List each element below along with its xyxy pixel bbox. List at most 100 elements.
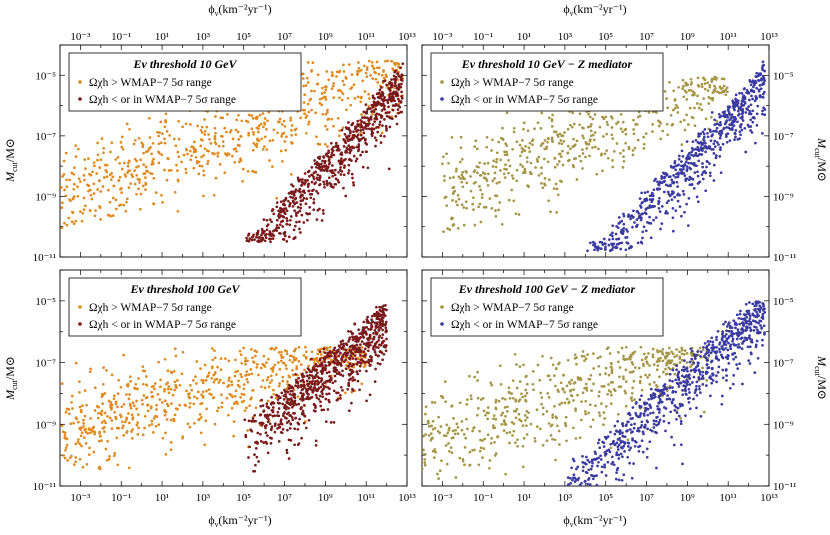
data-point — [155, 404, 158, 407]
data-point — [354, 350, 357, 353]
data-point — [381, 324, 384, 327]
data-point — [290, 173, 293, 176]
data-point — [366, 108, 369, 111]
data-point — [335, 142, 338, 145]
data-point — [600, 458, 603, 461]
data-point — [98, 467, 101, 470]
data-point — [465, 182, 468, 185]
data-point — [80, 411, 83, 414]
data-point — [657, 364, 660, 367]
data-point — [360, 129, 363, 132]
data-point — [267, 400, 270, 403]
data-point — [661, 182, 664, 185]
data-point — [719, 148, 722, 151]
data-point — [301, 214, 304, 217]
data-point — [314, 376, 317, 379]
data-point — [294, 197, 297, 200]
data-point — [633, 380, 636, 383]
data-point — [233, 420, 236, 423]
data-point — [314, 181, 317, 184]
data-point — [625, 405, 628, 408]
data-point — [690, 89, 693, 92]
data-point — [597, 357, 600, 360]
data-point — [94, 409, 97, 412]
data-point — [161, 132, 164, 135]
data-point — [294, 348, 297, 351]
data-point — [255, 406, 258, 409]
data-point — [428, 434, 431, 437]
data-point — [506, 406, 509, 409]
data-point — [702, 77, 705, 80]
data-point — [125, 393, 128, 396]
data-point — [622, 355, 625, 358]
data-point — [141, 403, 144, 406]
x-tick-label: 10¹¹ — [357, 492, 375, 504]
data-point — [309, 193, 312, 196]
data-point — [447, 429, 450, 432]
data-point — [174, 414, 177, 417]
data-point — [159, 385, 162, 388]
data-point — [256, 233, 259, 236]
data-point — [220, 357, 223, 360]
data-point — [669, 185, 672, 188]
data-point — [289, 423, 292, 426]
data-point — [335, 392, 338, 395]
data-point — [129, 405, 132, 408]
data-point — [87, 184, 90, 187]
data-point — [443, 179, 446, 182]
data-point — [237, 379, 240, 382]
data-point — [706, 132, 709, 135]
data-point — [367, 321, 370, 324]
data-point — [99, 218, 102, 221]
data-point — [305, 371, 308, 374]
data-point — [96, 188, 99, 191]
data-point — [646, 376, 649, 379]
data-point — [702, 138, 705, 141]
data-point — [319, 395, 322, 398]
data-point — [487, 433, 490, 436]
data-point — [261, 421, 264, 424]
data-point — [325, 70, 328, 73]
data-point — [335, 349, 338, 352]
data-point — [334, 375, 337, 378]
data-point — [94, 386, 97, 389]
data-point — [351, 73, 354, 76]
data-point — [395, 84, 398, 87]
data-point — [288, 192, 291, 195]
data-point — [678, 155, 681, 158]
data-point — [544, 177, 547, 180]
data-point — [304, 181, 307, 184]
data-point — [666, 201, 669, 204]
data-point — [281, 220, 284, 223]
data-point — [369, 393, 372, 396]
data-point — [356, 363, 359, 366]
data-point — [303, 109, 306, 112]
data-point — [301, 194, 304, 197]
data-point — [302, 73, 305, 76]
data-point — [648, 374, 651, 377]
data-point — [727, 109, 730, 112]
data-point — [303, 354, 306, 357]
data-point — [239, 135, 242, 138]
data-point — [170, 388, 173, 391]
data-point — [220, 368, 223, 371]
data-point — [340, 343, 343, 346]
data-point — [175, 144, 178, 147]
data-point — [689, 168, 692, 171]
data-point — [455, 170, 458, 173]
data-point — [200, 416, 203, 419]
data-point — [452, 430, 455, 433]
data-point — [271, 370, 274, 373]
data-point — [254, 355, 257, 358]
data-point — [465, 418, 468, 421]
data-point — [681, 87, 684, 90]
data-point — [84, 167, 87, 170]
data-point — [153, 203, 156, 206]
data-point — [310, 385, 313, 388]
data-point — [233, 148, 236, 151]
data-point — [94, 209, 97, 212]
data-point — [458, 457, 461, 460]
data-point — [690, 78, 693, 81]
data-point — [301, 379, 304, 382]
data-point — [300, 363, 303, 366]
